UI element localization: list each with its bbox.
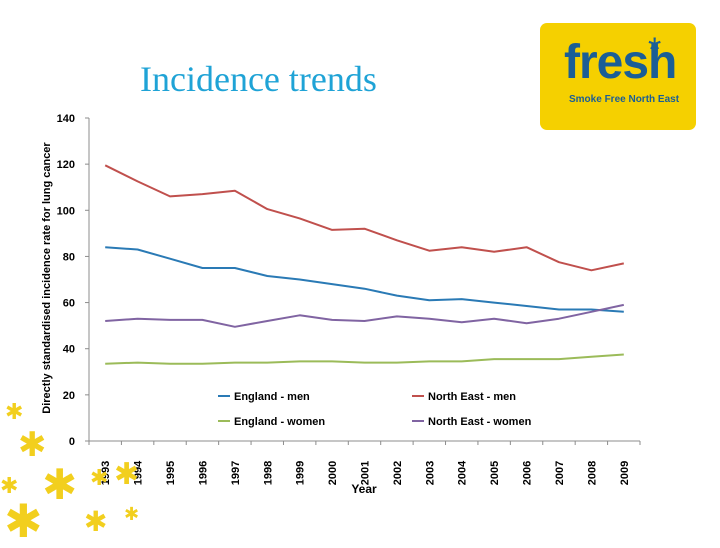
- logo-asterisk: *: [648, 31, 662, 69]
- x-tick-label: 1999: [295, 461, 307, 485]
- x-tick-label: 2007: [554, 461, 566, 485]
- y-tick-labels: 0 20 40 60 80 100 120 140: [57, 113, 89, 448]
- y-tick-label: 120: [57, 159, 75, 171]
- y-tick-label: 40: [63, 344, 75, 356]
- x-tick-label: 1993: [100, 461, 112, 485]
- series-line: [105, 303, 625, 328]
- legend-label: North East - women: [428, 416, 532, 428]
- x-tick-label: 2005: [489, 461, 501, 485]
- decorative-asterisk-icon: ✱: [114, 457, 140, 492]
- logo-wordmark: fresh: [564, 36, 677, 89]
- slide-title: Incidence trends: [140, 59, 377, 99]
- x-tick-label: 2001: [360, 461, 372, 485]
- series-line: [104, 164, 625, 272]
- chart-axes: [88, 118, 640, 442]
- legend-label: England - women: [234, 416, 325, 428]
- y-tick-label: 20: [63, 390, 75, 402]
- fresh-logo: fresh * Smoke Free North East: [540, 23, 696, 130]
- x-tick-label: 2003: [424, 461, 436, 485]
- series-lines: [104, 164, 625, 365]
- x-tick-label: 1996: [197, 461, 209, 485]
- series-line: [105, 246, 624, 313]
- x-tick-label: 2008: [586, 461, 598, 485]
- chart-legend: England - men North East - men England - w…: [218, 391, 532, 428]
- decorative-asterisk-icon: ✱: [5, 400, 24, 425]
- decorative-asterisk-icon: ✱: [18, 425, 47, 465]
- decorative-asterisk-icon: ✱: [84, 505, 108, 538]
- y-tick-label: 140: [57, 113, 75, 125]
- x-tick-label: 2002: [392, 461, 404, 485]
- x-axis-label: Year: [351, 482, 377, 496]
- x-tick-label: 1997: [230, 461, 242, 485]
- decorative-asterisk-icon: ✱: [124, 504, 140, 525]
- y-tick-label: 100: [57, 205, 75, 217]
- decorative-asterisk-icon: ✱: [90, 466, 109, 491]
- y-tick-label: 80: [63, 251, 75, 263]
- x-tick-label: 2000: [327, 461, 339, 485]
- x-tick-label: 1995: [165, 461, 177, 485]
- x-tick-labels: 1993 1994 1995 1996 1997 1998 1999 2000 2001 2002…: [88, 441, 641, 485]
- x-tick-label: 1994: [133, 460, 145, 485]
- y-axis-label: Directly standardised incidence rate for…: [41, 142, 53, 414]
- legend-label: England - men: [234, 391, 310, 403]
- x-tick-label: 2004: [457, 460, 469, 485]
- x-tick-label: 2009: [619, 461, 631, 485]
- y-tick-label: 60: [63, 298, 75, 310]
- decorative-asterisk-icon: ✱: [0, 474, 19, 499]
- x-tick-label: 1998: [262, 461, 274, 485]
- series-line: [105, 353, 624, 365]
- decorative-asterisk-icon: ✱: [4, 494, 43, 548]
- legend-label: North East - men: [428, 391, 516, 403]
- x-tick-label: 2006: [522, 461, 534, 485]
- logo-tagline: Smoke Free North East: [569, 94, 680, 105]
- y-tick-label: 0: [69, 436, 75, 448]
- decorative-asterisk-icon: ✱: [42, 460, 78, 509]
